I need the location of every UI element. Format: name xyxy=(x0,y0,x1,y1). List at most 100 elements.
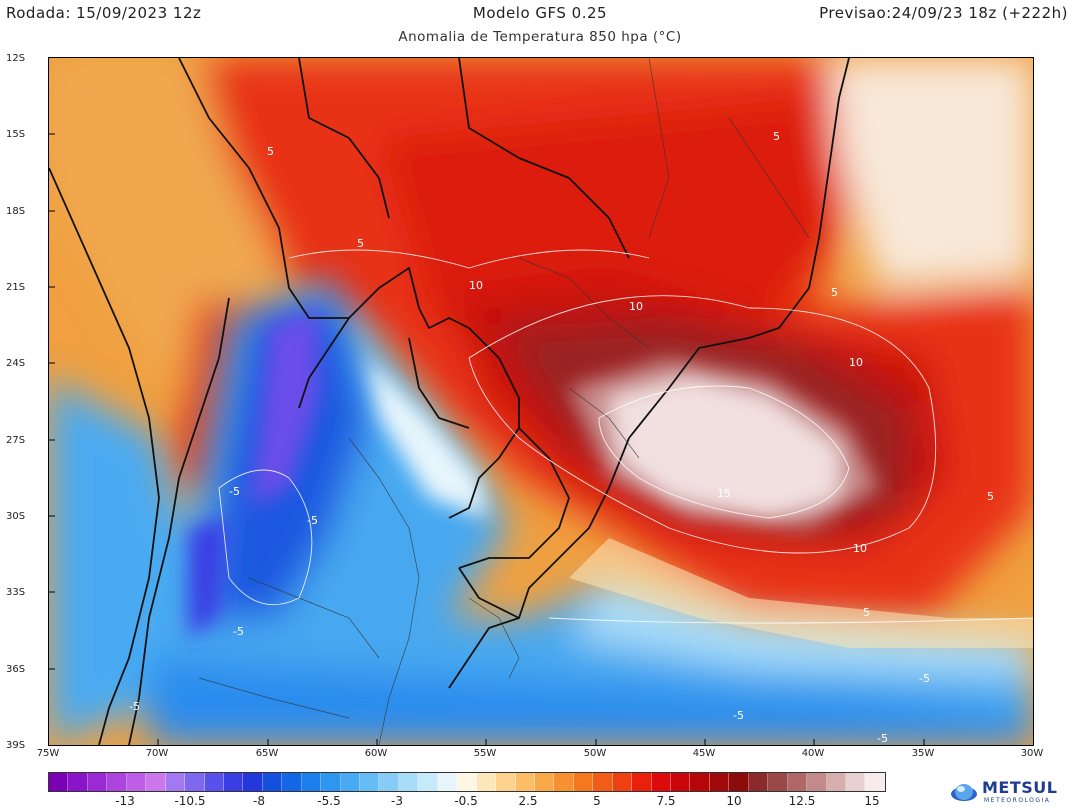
colorbar-label: -10.5 xyxy=(174,794,206,808)
lon-label: 65W xyxy=(255,748,279,759)
colorbar-cell xyxy=(671,773,691,791)
contour-label: -5 xyxy=(229,485,240,498)
contour-label: -5 xyxy=(307,514,318,527)
colorbar-cell xyxy=(282,773,302,791)
lat-label: 33S xyxy=(6,587,26,598)
colorbar-label: 15 xyxy=(864,794,880,808)
colorbar-cell xyxy=(632,773,652,791)
lat-label: 36S xyxy=(6,664,26,675)
colorbar-label: -3 xyxy=(391,794,403,808)
logo-subtitle: METEOROLOGIA xyxy=(984,797,1051,804)
colorbar-cell xyxy=(612,773,633,791)
colorbar-cell xyxy=(204,773,224,791)
colorbar-cell xyxy=(534,773,555,791)
colorbar-cell xyxy=(87,773,108,791)
colorbar-cell xyxy=(418,773,438,791)
colorbar-cell xyxy=(476,773,497,791)
colorbar-label: 2.5 xyxy=(518,794,538,808)
colorbar-cell xyxy=(126,773,147,791)
contour-lines xyxy=(218,249,1033,624)
colorbar-cell xyxy=(223,773,244,791)
colorbar-cell xyxy=(709,773,730,791)
colorbar-cell xyxy=(185,773,205,791)
contour-label: -5 xyxy=(233,625,244,638)
lat-label: 39S xyxy=(6,740,26,751)
colorbar-cell xyxy=(845,773,866,791)
colorbar-label: -0.5 xyxy=(454,794,478,808)
colorbar xyxy=(48,772,886,792)
colorbar-cell xyxy=(768,773,788,791)
colorbar-cell xyxy=(340,773,360,791)
metsul-logo: METSUL METEOROLOGIA xyxy=(950,776,1075,808)
lat-label: 30S xyxy=(6,511,26,522)
colorbar-label: -8 xyxy=(253,794,265,808)
temperature-anomaly-map: 5 5 10 10 10 15 5 10 5 5 -5 -5 -5 -5 -5 -5 -5 5 xyxy=(48,57,1034,746)
contour-label: -5 xyxy=(877,732,888,745)
colorbar-cell xyxy=(437,773,458,791)
contour-label: 5 xyxy=(831,286,838,299)
colorbar-cell xyxy=(360,773,380,791)
contour-label: 5 xyxy=(267,145,274,158)
lon-label: 40W xyxy=(801,748,825,759)
colorbar-cell xyxy=(554,773,574,791)
contour-label: -5 xyxy=(129,700,140,713)
colorbar-cell xyxy=(807,773,827,791)
colorbar-cell xyxy=(398,773,419,791)
contour-label: 10 xyxy=(853,542,867,555)
colorbar-label: 10 xyxy=(726,794,742,808)
lat-label: 15S xyxy=(6,129,26,140)
colorbar-cell xyxy=(573,773,594,791)
contour-label: 5 xyxy=(987,490,994,503)
colorbar-label: 5 xyxy=(593,794,601,808)
colorbar-cell xyxy=(690,773,710,791)
contour-label: 10 xyxy=(629,300,643,313)
colorbar-cell xyxy=(262,773,283,791)
colorbar-cell xyxy=(321,773,341,791)
logo-name: METSUL xyxy=(982,778,1058,797)
colorbar-cell xyxy=(146,773,166,791)
colorbar-cell xyxy=(68,773,88,791)
colorbar-label: -13 xyxy=(115,794,135,808)
colorbar-cell xyxy=(379,773,399,791)
lon-label: 50W xyxy=(583,748,607,759)
model-label: Modelo GFS 0.25 xyxy=(472,4,608,22)
lon-label: 75W xyxy=(36,748,60,759)
state-borders xyxy=(198,58,810,745)
globe-icon xyxy=(951,784,977,801)
contour-label: 15 xyxy=(717,487,731,500)
colorbar-cell xyxy=(496,773,516,791)
colorbar-cell xyxy=(865,773,885,791)
lat-label: 27S xyxy=(6,435,26,446)
colorbar-cell xyxy=(593,773,613,791)
anomaly-field xyxy=(49,58,1033,745)
colorbar-cell xyxy=(515,773,535,791)
colorbar-label: 12.5 xyxy=(788,794,816,808)
colorbar-cell xyxy=(457,773,477,791)
contour-label: 5 xyxy=(357,237,364,250)
lon-label: 45W xyxy=(692,748,716,759)
colorbar-cell xyxy=(243,773,263,791)
contour-label: 5 xyxy=(863,606,870,619)
colorbar-cell xyxy=(651,773,671,791)
lat-label: 12S xyxy=(6,53,26,64)
lon-label: 35W xyxy=(911,748,935,759)
contour-label: -5 xyxy=(733,709,744,722)
colorbar-label: -5.5 xyxy=(317,794,341,808)
run-label: Rodada: 15/09/2023 12z xyxy=(6,4,202,22)
lon-label: 30W xyxy=(1020,748,1044,759)
map-subtitle: Anomalia de Temperatura 850 hpa (°C) xyxy=(398,29,682,45)
contour-label: -5 xyxy=(919,672,930,685)
colorbar-cell xyxy=(787,773,808,791)
contour-label: 10 xyxy=(469,279,483,292)
lat-label: 24S xyxy=(6,358,26,369)
contour-label: 5 xyxy=(773,130,780,143)
colorbar-cell xyxy=(729,773,749,791)
colorbar-cell xyxy=(826,773,846,791)
colorbar-label: 7.5 xyxy=(656,794,676,808)
lat-label: 18S xyxy=(6,206,26,217)
lon-label: 55W xyxy=(473,748,497,759)
colorbar-cell xyxy=(748,773,769,791)
lat-label: 21S xyxy=(6,282,26,293)
lon-label: 60W xyxy=(364,748,388,759)
lon-label: 70W xyxy=(145,748,169,759)
